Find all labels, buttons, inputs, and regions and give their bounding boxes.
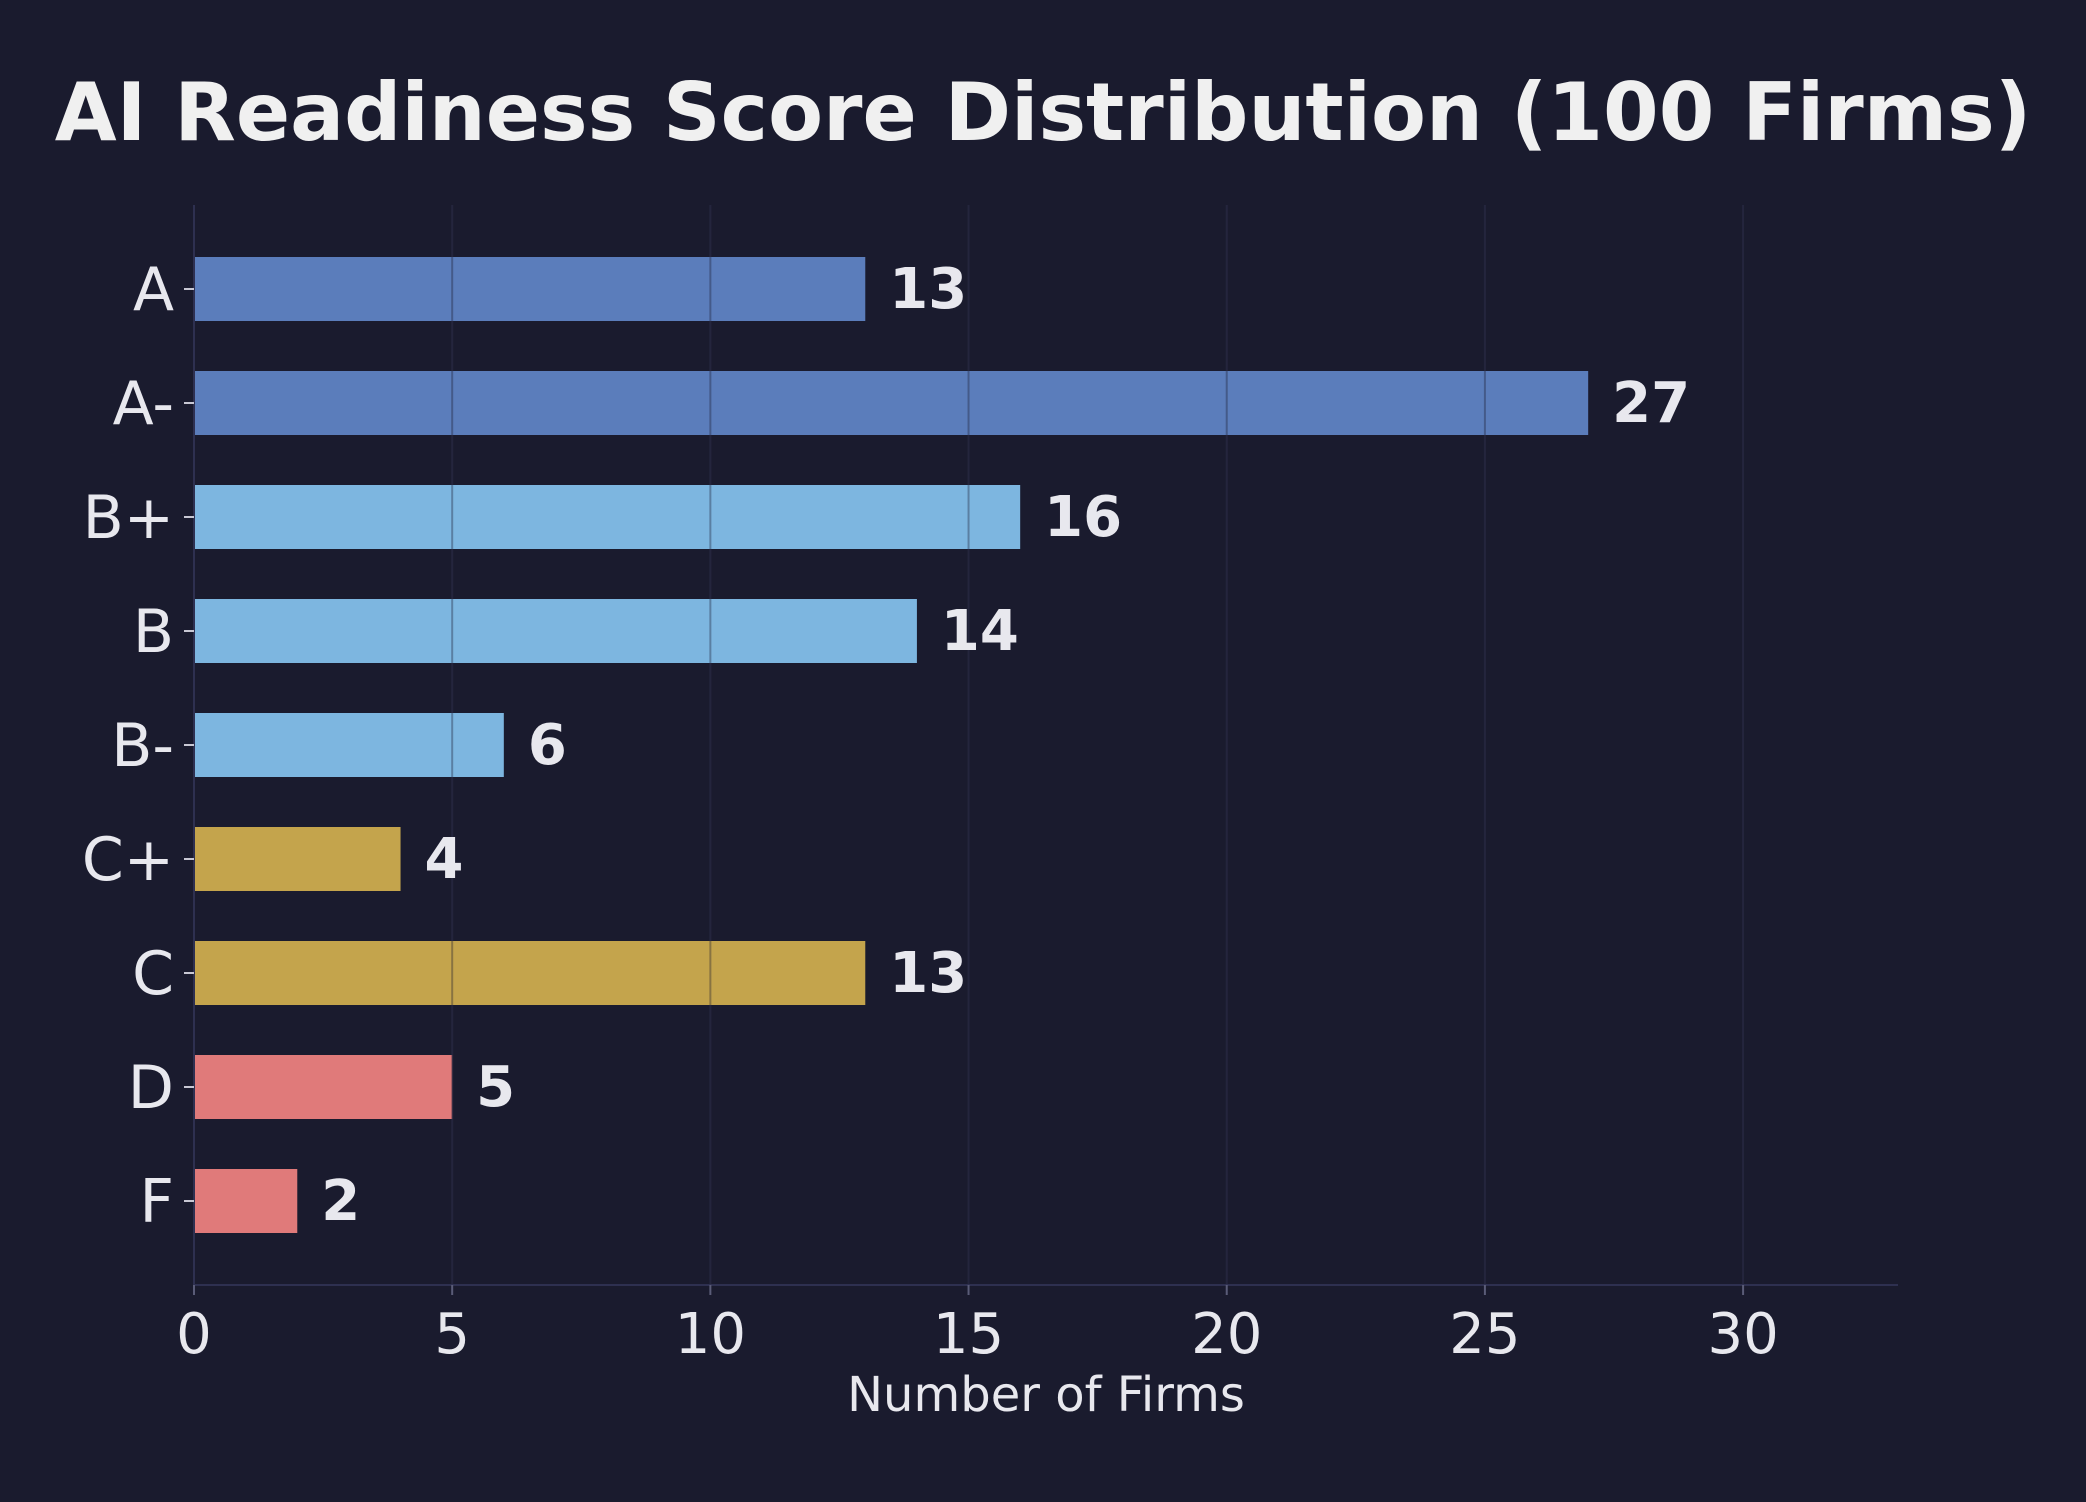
bar	[195, 713, 504, 777]
x-tick-label: 10	[675, 1302, 746, 1367]
x-tick-label: 30	[1707, 1302, 1778, 1367]
category-label: B-	[111, 711, 174, 781]
value-labels: 13 27 16 14 64 13 5 2	[321, 257, 1690, 1234]
x-tick-label: 20	[1191, 1302, 1262, 1367]
bar	[195, 1169, 298, 1233]
bar	[195, 599, 917, 663]
value-label: 2	[321, 1169, 360, 1234]
bar	[195, 1055, 453, 1119]
x-tick-label: 25	[1449, 1302, 1520, 1367]
grid	[451, 205, 1745, 1285]
value-label: 13	[889, 257, 967, 322]
grid-overlay	[451, 205, 1745, 1285]
bar	[195, 371, 1589, 435]
x-tick-labels: 0 5 10 15 20 25 30	[176, 1285, 1779, 1367]
category-label: A-	[113, 369, 174, 439]
x-tick-label: 5	[434, 1302, 470, 1367]
x-axis-label: Number of Firms	[847, 1367, 1245, 1423]
value-label: 5	[476, 1055, 515, 1120]
value-label: 4	[425, 827, 464, 892]
category-label: B	[133, 597, 174, 667]
value-label: 13	[889, 941, 967, 1006]
chart-title: AI Readiness Score Distribution (100 Fir…	[55, 66, 2032, 159]
bar	[195, 257, 866, 321]
category-label: C+	[82, 825, 174, 895]
category-label: D	[128, 1053, 174, 1123]
value-label: 6	[528, 713, 567, 778]
value-label: 27	[1612, 371, 1690, 436]
x-tick-label: 0	[176, 1302, 212, 1367]
bars	[195, 257, 1589, 1233]
category-label: B+	[83, 483, 174, 553]
bar	[195, 941, 866, 1005]
category-labels: A A- B+ B B- C+ CDF	[82, 255, 194, 1237]
category-label: A	[133, 255, 174, 325]
value-label: 14	[941, 599, 1019, 664]
category-label: F	[139, 1167, 174, 1237]
x-tick-label: 15	[933, 1302, 1004, 1367]
bar	[195, 485, 1021, 549]
category-label: C	[132, 939, 174, 1009]
bar	[195, 827, 401, 891]
value-label: 16	[1044, 485, 1122, 550]
